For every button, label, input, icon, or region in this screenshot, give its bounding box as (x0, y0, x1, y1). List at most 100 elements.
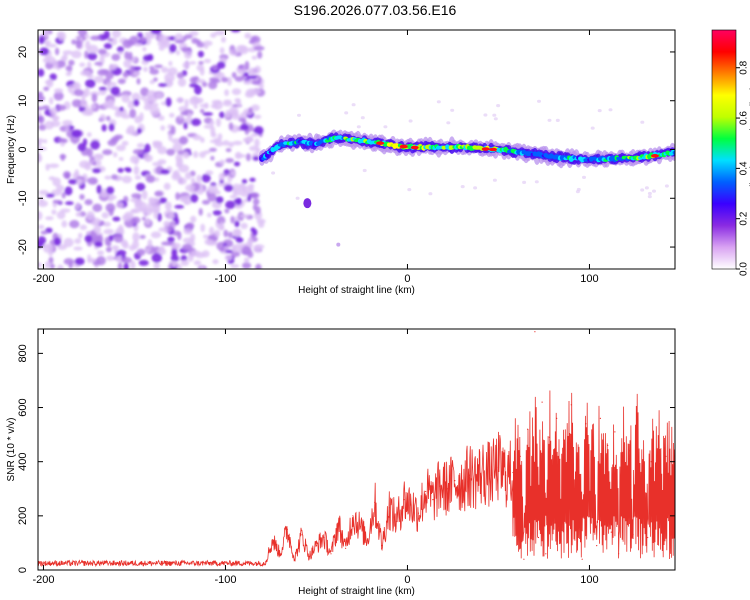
noise-blob (38, 106, 44, 111)
y-tick-label: 200 (17, 507, 29, 525)
snr-point (468, 474, 470, 476)
noise-blob (197, 50, 204, 58)
noise-blob (128, 129, 138, 136)
noise-blob (75, 202, 81, 210)
noise-blob (86, 132, 92, 137)
noise-blob (233, 161, 241, 167)
noise-blob (119, 106, 124, 112)
noise-blob (158, 83, 168, 87)
noise-blob (191, 250, 201, 257)
noise-blob (254, 138, 260, 148)
noise-blob (171, 242, 181, 249)
noise-blob (158, 227, 168, 232)
noise-blob (140, 95, 147, 101)
faint-blob (271, 171, 276, 175)
noise-blob (122, 241, 129, 249)
noise-blob (130, 65, 135, 75)
noise-blob (158, 45, 165, 51)
colorbar: 0.00.20.40.60.8Normalized spectral ampli… (711, 29, 750, 276)
noise-blob (253, 45, 265, 51)
x-tick-label: -100 (214, 574, 236, 586)
colorbar-gradient (711, 29, 737, 270)
noise-blob (87, 52, 98, 61)
y-tick-label: 0 (17, 567, 29, 573)
noise-blob (38, 152, 42, 162)
noise-blob (234, 229, 241, 237)
noise-blob (174, 39, 185, 44)
noise-blob (182, 61, 190, 69)
noise-blob (232, 187, 237, 197)
x-axis-label: Height of straight line (km) (298, 285, 415, 296)
noise-blob (111, 30, 121, 38)
noise-blob (228, 141, 234, 148)
noise-blob (146, 90, 157, 100)
noise-blob (252, 204, 258, 211)
noise-blob (210, 103, 219, 109)
noise-blob (190, 177, 196, 184)
noise-blob (175, 217, 180, 225)
noise-blob (214, 229, 221, 238)
noise-blob (231, 88, 242, 96)
noise-blob (167, 236, 175, 243)
noise-blob (252, 156, 260, 161)
noise-blob (187, 253, 194, 262)
noise-blob (134, 42, 143, 47)
noise-blob (158, 34, 168, 45)
noise-blob (49, 97, 54, 105)
snr-point (279, 553, 281, 555)
noise-blob (49, 73, 57, 81)
noise-blob (128, 51, 133, 61)
noise-blob (96, 256, 106, 266)
noise-blob (61, 220, 68, 228)
noise-blob (96, 184, 102, 194)
noise-blob (75, 212, 82, 217)
noise-blob (212, 64, 219, 71)
noise-blob (116, 144, 126, 152)
noise-blob (149, 79, 155, 85)
snr-point (439, 485, 441, 487)
noise-blob (93, 225, 101, 234)
noise-blob (134, 175, 142, 180)
noise-blob (65, 65, 73, 72)
noise-blob (147, 239, 153, 249)
noise-blob (177, 177, 187, 185)
snr-point (603, 501, 605, 503)
faint-blob (576, 187, 581, 192)
noise-blob (39, 196, 44, 203)
noise-blob (111, 245, 120, 250)
ridge-peak (376, 141, 385, 145)
noise-blob (157, 247, 167, 256)
noise-blob (222, 100, 233, 107)
noise-blob (65, 201, 74, 206)
noise-blob (222, 140, 230, 146)
faint-blob (496, 104, 501, 108)
noise-blob (234, 220, 240, 228)
snr-point (330, 553, 332, 555)
snr-point (618, 553, 620, 555)
colorbar-tick-label: 0.6 (739, 111, 750, 125)
noise-blob (225, 158, 234, 163)
noise-blob (138, 259, 149, 266)
noise-blob (245, 153, 251, 162)
noise-blob (118, 157, 124, 161)
noise-blob (38, 124, 47, 131)
noise-blob (43, 86, 50, 92)
snr-point (294, 558, 296, 560)
noise-blob (123, 59, 132, 68)
noise-blob (176, 158, 184, 166)
noise-blob (243, 198, 249, 203)
snr-point (345, 547, 347, 549)
noise-blob (65, 124, 70, 133)
noise-blob (200, 223, 206, 233)
noise-blob (139, 36, 147, 43)
faint-blob (493, 117, 498, 121)
snr-point (272, 539, 274, 541)
noise-blob (49, 263, 55, 269)
noise-blob (98, 86, 107, 91)
snr-point (541, 401, 543, 403)
noise-blob (117, 51, 124, 55)
noise-blob (169, 112, 175, 118)
noise-blob (105, 71, 114, 80)
noise-blob (122, 214, 132, 222)
noise-blob (73, 246, 83, 251)
